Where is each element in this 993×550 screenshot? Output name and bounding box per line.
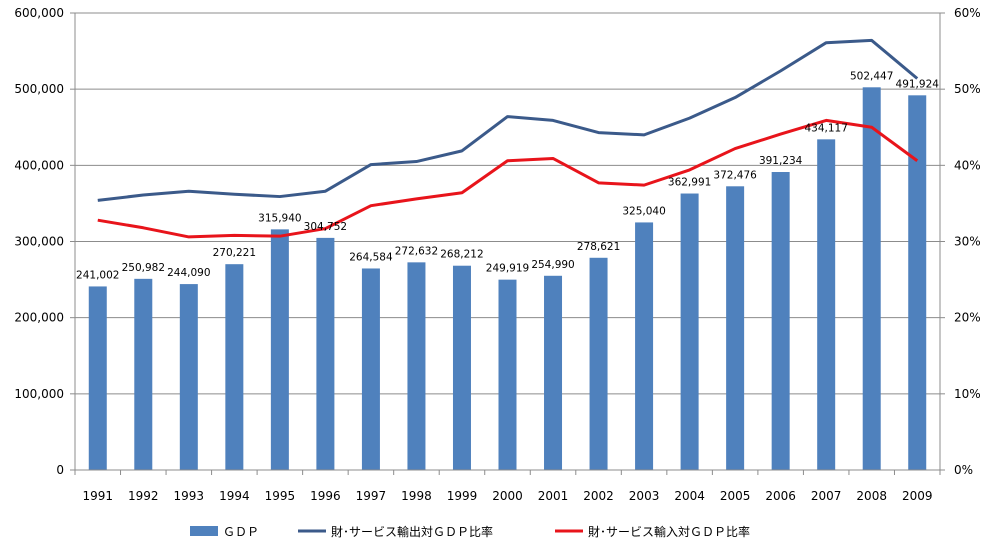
legend-label: 財･サービス輸出対ＧＤＰ比率	[331, 524, 493, 539]
right-axis-tick-label: 50%	[954, 82, 981, 96]
gdp-data-label: 250,982	[122, 262, 165, 274]
legend-label: ＧＤＰ	[223, 525, 259, 539]
legend-swatch-gdp	[190, 526, 218, 536]
x-axis-tick-label: 2004	[674, 489, 705, 503]
gdp-bar	[680, 193, 699, 470]
export-ratio-line	[97, 38, 919, 202]
right-axis-tick-label: 10%	[954, 387, 981, 401]
gdp-data-label: 362,991	[668, 177, 711, 189]
right-axis-tick-label: 20%	[954, 311, 981, 325]
ratio-lines	[97, 38, 919, 239]
gdp-bar	[862, 87, 881, 471]
gdp-data-label: 270,221	[213, 247, 256, 259]
x-axis-tick-label: 1996	[310, 489, 341, 503]
gdp-bar	[225, 264, 244, 470]
gdp-data-label: 264,584	[349, 251, 393, 263]
gdp-bar	[817, 139, 836, 471]
gdp-data-label: 304,752	[304, 221, 347, 233]
gdp-data-label: 491,924	[896, 78, 940, 90]
x-axis-tick-label: 1993	[174, 489, 205, 503]
gdp-bar	[635, 222, 654, 470]
x-axis-tick-label: 1998	[401, 489, 432, 503]
right-axis-tick-label: 0%	[954, 463, 973, 477]
gdp-data-label: 249,919	[486, 263, 529, 275]
gdp-bar	[88, 286, 107, 470]
gdp-data-label: 502,447	[850, 70, 893, 82]
left-axis-tick-label: 100,000	[14, 387, 64, 401]
gdp-data-label: 268,212	[440, 249, 483, 261]
right-axis-tick-label: 40%	[954, 158, 981, 172]
gdp-bar	[361, 268, 380, 470]
gdp-data-label: 372,476	[713, 169, 757, 181]
gdp-bar	[270, 229, 289, 470]
x-axis-tick-label: 2006	[765, 489, 796, 503]
gdp-bar	[134, 278, 153, 470]
gdp-data-label: 254,990	[531, 259, 574, 271]
x-axis-tick-label: 1994	[219, 489, 250, 503]
x-axis-tick-label: 2002	[583, 489, 614, 503]
x-axis-tick-label: 1995	[265, 489, 296, 503]
gdp-data-label: 325,040	[622, 205, 665, 217]
gdp-bar	[726, 186, 745, 471]
left-axis-tick-label: 200,000	[14, 311, 64, 325]
gdp-bars	[88, 87, 927, 471]
x-axis-tick-label: 2007	[811, 489, 842, 503]
legend: ＧＤＰ 財･サービス輸出対ＧＤＰ比率 財･サービス輸入対ＧＤＰ比率	[190, 524, 750, 539]
gdp-data-label: 241,002	[76, 269, 119, 281]
gdp-data-label: 272,632	[395, 245, 438, 257]
gdp-data-label: 244,090	[167, 267, 210, 279]
gdp-data-label: 315,940	[258, 212, 301, 224]
left-axis-tick-label: 300,000	[14, 235, 64, 249]
gdp-bar	[407, 262, 426, 470]
right-axis-tick-label: 60%	[954, 6, 981, 20]
x-axis-tick-label: 2008	[856, 489, 887, 503]
left-axis-tick-label: 0	[56, 463, 64, 477]
x-axis-tick-label: 2009	[902, 489, 933, 503]
gdp-bar	[498, 279, 517, 470]
x-axis-tick-label: 2000	[492, 489, 523, 503]
gridlines	[75, 12, 940, 395]
gdp-data-label: 391,234	[759, 155, 803, 167]
gdp-bar	[589, 257, 608, 470]
gdp-bar	[908, 95, 927, 471]
x-axis-tick-label: 1991	[82, 489, 113, 503]
axes: 0 100,000 200,000 300,000 400,000 500,000 600,…	[14, 6, 980, 503]
left-axis-tick-label: 600,000	[14, 6, 64, 20]
gdp-data-label: 278,621	[577, 241, 620, 253]
gdp-bar	[544, 275, 563, 470]
gdp-data-label: 434,117	[804, 122, 847, 134]
gdp-bar	[771, 172, 790, 470]
gdp-bar	[316, 237, 335, 470]
x-axis-tick-label: 2003	[629, 489, 660, 503]
gdp-bar	[179, 284, 198, 470]
x-axis-tick-label: 2001	[538, 489, 569, 503]
x-axis-tick-label: 1997	[356, 489, 387, 503]
x-axis-tick-label: 1999	[447, 489, 478, 503]
left-axis-tick-label: 400,000	[14, 158, 64, 172]
right-axis-tick-label: 30%	[954, 235, 981, 249]
legend-label: 財･サービス輸入対ＧＤＰ比率	[588, 524, 750, 539]
left-axis-tick-label: 500,000	[14, 82, 64, 96]
x-axis-tick-label: 1992	[128, 489, 159, 503]
import-ratio-line	[97, 118, 919, 239]
gdp-bar	[452, 265, 471, 470]
x-axis-tick-label: 2005	[720, 489, 751, 503]
